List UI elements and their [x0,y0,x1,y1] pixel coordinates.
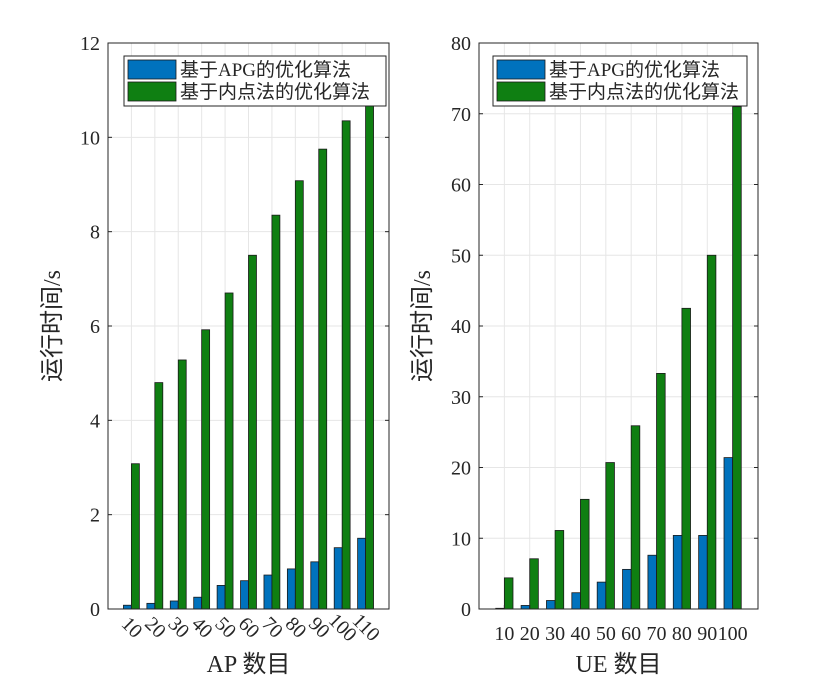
bar-apg [310,561,320,610]
x-tick-label: 50 [596,623,616,645]
legend-swatch-apg [496,59,546,80]
y-tick-label: 4 [90,410,100,432]
bar-ipm [201,329,211,610]
bar-ipm [341,120,351,610]
bar-apg [263,574,273,610]
bar-ipm [630,425,641,610]
legend-label-ipm: 基于内点法的优化算法 [180,81,370,103]
bar-ipm [580,498,590,610]
y-tick-label: 70 [451,104,471,126]
x-tick-label: 70 [647,623,667,645]
bar-ipm [656,373,666,610]
bar-apg [520,605,531,610]
y-axis-label: 运行时间/s [409,270,436,382]
x-tick-label: 10 [494,623,514,645]
bar-apg [357,537,366,610]
x-tick-label: 100 [718,623,748,645]
x-axis-label: UE 数目 [576,651,662,678]
y-tick-label: 80 [451,33,471,55]
bar-ipm [154,382,164,610]
bar-apg [546,600,556,610]
x-tick-label: 80 [672,623,692,645]
y-tick-label: 0 [90,599,100,621]
legend-label-apg: 基于APG的优化算法 [180,59,351,81]
y-tick-label: 12 [80,33,100,55]
bar-ipm [732,106,742,610]
bar-ipm [605,462,615,610]
bar-apg [333,547,343,610]
bar-apg [723,457,734,610]
bar-ipm [271,214,281,610]
bar-ipm [706,254,717,610]
bar-ipm [177,359,187,610]
bar-apg [240,580,249,610]
bar-apg [647,554,657,610]
bar-ipm [294,180,304,610]
bar-apg [169,600,179,610]
x-tick-label: 40 [570,623,590,645]
bar-apg [571,592,581,610]
bar-ipm [131,463,140,610]
bar-apg [698,535,708,610]
bar-apg [622,568,632,610]
bar-ipm [248,254,257,610]
bar-apg [193,596,203,610]
bar-ipm [503,577,514,610]
y-tick-label: 40 [451,316,471,338]
x-axis-label: AP 数目 [207,651,291,678]
y-tick-label: 20 [451,458,471,480]
bar-apg [596,581,607,610]
y-tick-label: 10 [451,528,471,550]
bar-apg [286,568,296,610]
legend-label-ipm: 基于内点法的优化算法 [549,81,739,103]
x-tick-label: 20 [520,623,540,645]
bar-ipm [681,307,691,610]
y-tick-label: 6 [90,316,100,338]
bar-ipm [554,530,565,610]
legend-swatch-apg [127,59,177,80]
y-tick-label: 60 [451,175,471,197]
y-tick-label: 2 [90,505,100,527]
x-tick-label: 30 [545,623,565,645]
x-tick-label: 60 [621,623,641,645]
bar-apg [216,585,226,610]
x-tick-label: 110 [348,610,384,646]
bar-ipm [365,94,374,610]
x-tick-label: 90 [697,623,717,645]
bar-ipm [318,148,328,610]
y-axis-label: 运行时间/s [39,270,66,382]
bar-ipm [529,558,539,610]
bar-apg [672,535,683,610]
y-tick-label: 8 [90,222,100,244]
bar-apg [123,604,132,610]
y-tick-label: 50 [451,245,471,267]
bar-apg [146,602,156,610]
legend-label-apg: 基于APG的优化算法 [549,59,720,81]
bar-ipm [224,292,234,610]
y-tick-label: 0 [461,599,471,621]
legend-swatch-ipm [127,81,177,102]
y-tick-label: 10 [80,127,100,149]
y-tick-label: 30 [451,387,471,409]
legend-swatch-ipm [496,81,546,102]
